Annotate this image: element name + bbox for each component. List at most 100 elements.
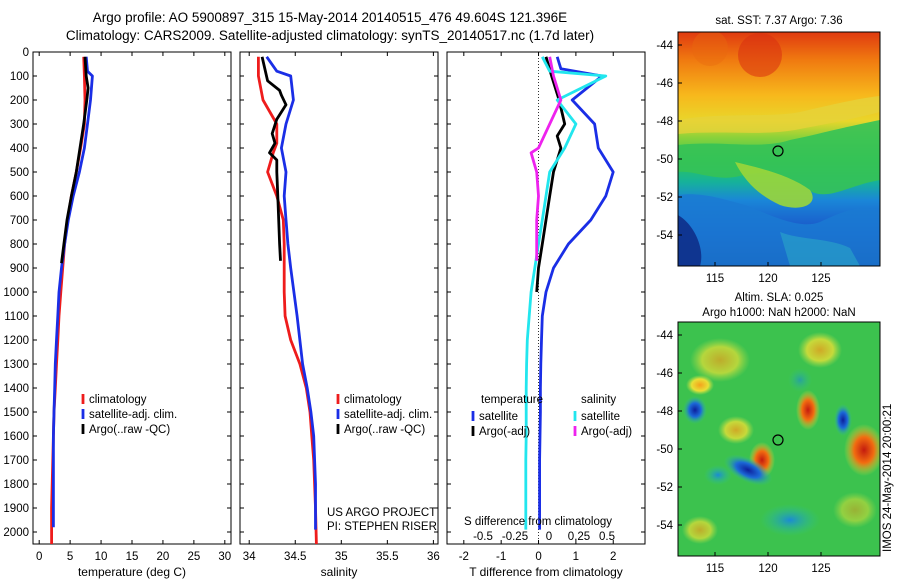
sla-map-xtick-label: 125 [811,563,830,575]
sst-map-ytick-label: -44 [656,40,673,52]
x2-tick-label: -0.25 [502,531,528,543]
depth-tick-label: 500 [10,167,29,179]
legend-label: satellite-adj. clim. [89,409,177,421]
legend-label: satellite [581,411,620,423]
depth-tick-label: 1100 [4,311,29,323]
depth-tick-label: 700 [10,215,29,227]
legend-label: satellite [479,411,518,423]
sst-argo-marker [772,145,784,157]
differences-xtick-label: 2 [610,551,616,563]
sst-map-xtick-label: 125 [811,273,830,285]
depth-tick-label: 100 [10,71,29,83]
depth-tick-label: 2000 [3,527,29,539]
depth-tick-label: 1000 [3,287,29,299]
temperature-series-line [52,56,94,528]
legend-label: satellite-adj. clim. [344,409,432,421]
sst-map-ytick-label: -48 [656,116,673,128]
temperature-xlabel: temperature (deg C) [78,565,186,579]
salinity-xtick-label: 36 [427,551,440,563]
salinity-series-line [260,56,288,261]
depth-tick-label: 1200 [3,335,29,347]
temperature-xtick-label: 15 [126,551,139,563]
salinity-panel: 34 34.5 35 35.5 36 salinity climatology satelli… [239,51,440,579]
sla-map-ytick-label: -48 [656,406,673,418]
x2-label: S difference from climatology [464,516,612,528]
depth-tick-label: 1900 [3,503,29,515]
salinity-xtick-label: 35 [335,551,348,563]
sla-map-xtick-label: 115 [706,563,724,575]
sst-map-ytick-label: -46 [656,78,673,90]
figure-title-line2: Climatology: CARS2009. Satellite-adjuste… [65,28,595,43]
differences-series-line [524,56,608,530]
sla-map-subtitle: Argo h1000: NaN h2000: NaN [702,307,855,319]
x2-tick-label: 0.25 [568,531,590,543]
sla-argo-marker [772,434,784,446]
sst-map-title: sat. SST: 7.37 Argo: 7.36 [715,15,842,27]
legend-label: climatology [344,394,402,406]
legend-label: Argo(-adj) [479,426,530,438]
salinity-axes-box [239,51,439,545]
temperature-xtick-label: 20 [157,551,170,563]
x2-tick-label: 0.5 [599,531,615,543]
sla-map-ytick-label: -52 [656,482,673,494]
sla-map-ytick-label: -54 [656,520,673,532]
differences-axes-box [446,51,646,545]
salinity-series-line [256,56,318,545]
temperature-series-line [50,56,87,544]
differences-series-line [529,56,563,261]
depth-tick-label: 1700 [3,455,29,467]
depth-tick-label: 1600 [3,431,29,443]
sst-map-ytick-label: -50 [656,154,673,166]
legend-title: salinity [581,394,616,406]
temperature-panel: 0100200300400500600700800900100011001200… [3,47,232,579]
depth-tick-label: 1800 [3,479,29,491]
legend-label: Argo(..raw -QC) [89,424,170,436]
depth-tick-label: 900 [10,263,29,275]
sst-map-xtick-label: 115 [706,273,724,285]
temperature-xtick-label: 5 [67,551,73,563]
sla-map [677,321,881,557]
sla-map-ytick-label: -46 [656,368,673,380]
sst-map [677,31,881,267]
pi-annotation: PI: STEPHEN RISER [327,521,437,533]
x2-tick-label: 0 [546,531,552,543]
differences-xtick-label: 1 [573,551,579,563]
salinity-xtick-label: 34 [243,551,256,563]
depth-tick-label: 1300 [3,359,29,371]
legend-label: Argo(-adj) [581,426,632,438]
imos-side-label: IMOS 24-May-2014 20:00:21 [882,404,894,552]
temperature-xtick-label: 30 [218,551,231,563]
salinity-xlabel: salinity [321,565,358,579]
sst-map-ytick-label: -52 [656,192,673,204]
temperature-xtick-label: 10 [95,551,108,563]
temperature-axes-box [32,51,232,545]
sst-map-ytick-label: -54 [656,230,673,242]
legend-title: temperature [481,394,543,406]
x2-tick-label: -0.5 [473,531,493,543]
salinity-series-line [265,55,317,530]
sla-map-xtick-label: 120 [758,563,777,575]
legend-label: climatology [89,394,147,406]
differences-xtick-label: -1 [496,551,506,563]
sla-map-ytick-label: -50 [656,444,673,456]
depth-tick-label: 200 [10,95,29,107]
differences-xtick-label: 0 [535,551,541,563]
sst-map-xtick-label: 120 [758,273,777,285]
differences-panel: -2 -1 0 1 2 T difference from climatology temp… [446,51,646,579]
differences-series-line [538,56,615,530]
depth-tick-label: 600 [10,191,29,203]
sla-map-title: Altim. SLA: 0.025 [735,292,824,304]
legend-label: Argo(..raw -QC) [344,424,425,436]
depth-tick-label: 400 [10,143,29,155]
differences-xtick-label: -2 [459,551,469,563]
project-annotation: US ARGO PROJECT [327,507,436,519]
salinity-xtick-label: 34.5 [284,551,306,563]
depth-tick-label: 1400 [3,383,29,395]
temperature-xtick-label: 0 [36,551,42,563]
sla-map-ytick-label: -44 [656,330,673,342]
temperature-xtick-label: 25 [187,551,200,563]
depth-tick-label: 0 [23,47,29,59]
depth-tick-label: 1500 [3,407,29,419]
depth-tick-label: 300 [10,119,29,131]
